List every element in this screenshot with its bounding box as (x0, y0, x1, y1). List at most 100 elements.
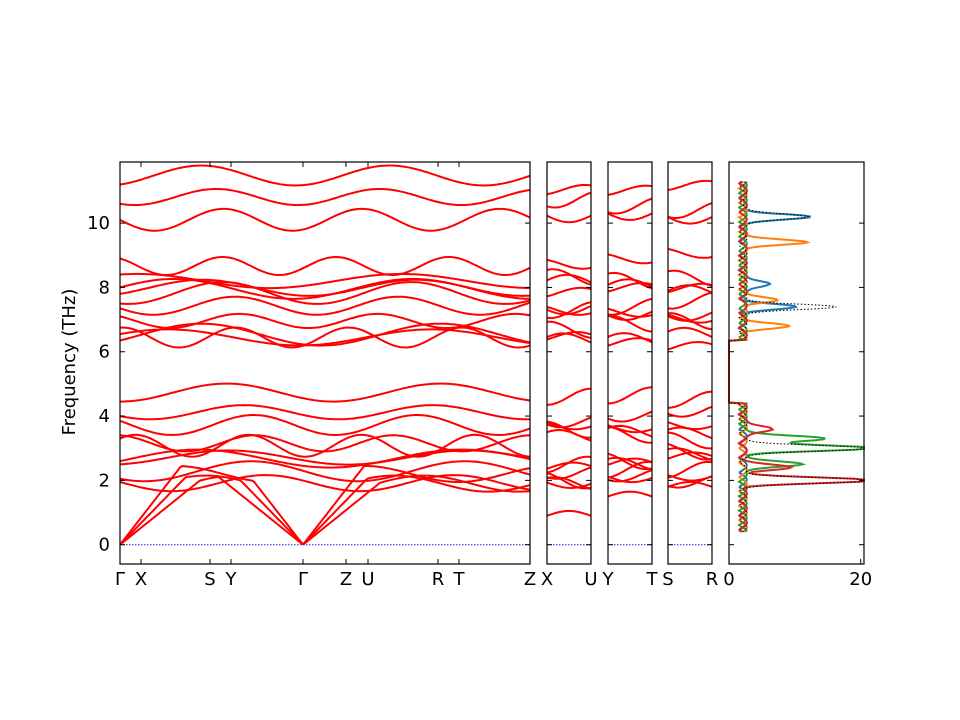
x-tick-label: Y (602, 569, 615, 590)
phonon-band-1 (546, 509, 592, 517)
dos-panel: 0 20 (723, 161, 872, 590)
phonon-band-24 (607, 197, 653, 215)
x-tick-label: Γ (298, 569, 308, 590)
phonon-band-20 (667, 284, 713, 294)
dos-x-tick-label: 0 (723, 569, 734, 590)
phonon-band-5 (119, 460, 531, 483)
phonon-band-20 (546, 273, 592, 284)
phonon-band-7 (607, 457, 653, 466)
phonon-band-7 (667, 451, 713, 460)
phonon-band-22 (119, 255, 531, 276)
phonon-band-10 (667, 421, 713, 431)
phonon-band-2 (607, 456, 653, 471)
dos-frame (728, 161, 865, 565)
phonon-band-21 (546, 268, 592, 286)
phonon-band-14 (546, 332, 592, 344)
phonon-band-18 (607, 297, 653, 316)
phonon-band-3 (607, 452, 653, 471)
phonon-band-25 (119, 164, 531, 187)
phonon-band-20 (607, 278, 653, 288)
panel-frame (667, 161, 713, 565)
phonon-band-22 (607, 253, 653, 265)
phonon-band-17 (607, 310, 653, 321)
panel-frame (119, 161, 531, 565)
phonon-band-18 (119, 281, 531, 305)
phonon-band-11 (667, 405, 713, 418)
y-tick-label: 2 (99, 470, 110, 491)
phonon-band-11 (607, 410, 653, 423)
phonon-band-21 (667, 269, 713, 287)
x-tick-label: Z (340, 569, 352, 590)
phonon-band-5 (667, 475, 713, 489)
panel-frame (607, 161, 653, 565)
phonon-band-24 (546, 191, 592, 209)
phonon-band-22 (667, 248, 713, 259)
y-tick-label: 10 (87, 213, 110, 234)
phonon-band-23 (607, 212, 653, 221)
y-axis-label: Frequency (THz) (59, 289, 80, 436)
y-tick-label: 4 (99, 406, 110, 427)
phonon-band-4 (546, 481, 592, 490)
phonon-band-2 (119, 474, 531, 546)
phonon-band-15 (119, 326, 531, 349)
phonon-band-10 (546, 421, 592, 431)
phonon-band-21 (119, 272, 531, 290)
x-tick-label: U (361, 569, 374, 590)
phonon-band-12 (120, 382, 531, 403)
phonon-band-19 (546, 286, 592, 298)
phonon-band-17 (119, 295, 531, 316)
phonon-band-6 (667, 460, 713, 479)
phonon-band-22 (546, 258, 592, 270)
y-tick-label: 8 (99, 277, 110, 298)
phonon-band-15 (546, 320, 592, 339)
phonon-band-8 (607, 424, 653, 438)
phonon-band-17 (546, 305, 592, 316)
phonon-band-3 (119, 464, 531, 546)
x-tick-label: Y (225, 569, 238, 590)
y-tick-label: 0 (99, 535, 110, 556)
x-tick-label: S (662, 569, 673, 590)
phonon-band-12 (546, 387, 592, 406)
phonon-band-25 (667, 179, 713, 191)
phonon-band-7 (119, 448, 531, 469)
phonon-band-20 (119, 277, 531, 300)
phonon-band-14 (119, 328, 531, 347)
x-tick-label: Z (524, 569, 536, 590)
phonon-band-2 (667, 447, 713, 462)
phonon-band-9 (667, 431, 713, 450)
phonon-band-11 (119, 404, 530, 421)
phonon-band-13 (546, 331, 592, 341)
phonon-band-24 (667, 202, 713, 220)
phonon-band-12 (608, 386, 652, 405)
panel-frame (546, 161, 592, 565)
phonon-band-23 (546, 214, 592, 224)
phonon-band-23 (667, 216, 713, 225)
phonon-band-3 (667, 443, 713, 461)
x-tick-label: X (541, 569, 553, 590)
phonon-band-1 (667, 481, 713, 488)
phonon-band-16 (119, 312, 531, 329)
phonon-band-10 (607, 424, 653, 434)
phonon-band-7 (546, 461, 592, 470)
dos-series-4 (728, 180, 865, 533)
phonon-band-1 (607, 490, 653, 498)
dos-x-tick-label: 20 (849, 569, 872, 590)
phonon-band-18 (667, 291, 713, 310)
phonon-band-18 (546, 301, 592, 320)
y-tick-label: 6 (99, 342, 110, 363)
phonon-band-12 (667, 390, 713, 409)
phonon-band-23 (119, 207, 531, 232)
x-tick-label: U (584, 569, 597, 590)
x-tick-label: R (706, 569, 719, 590)
x-tick-label: S (204, 569, 215, 590)
phonon-band-14 (607, 332, 653, 344)
x-tick-label: T (453, 569, 466, 590)
phonon-band-9 (119, 434, 531, 453)
phonon-band-6 (119, 449, 531, 466)
phonon-band-25 (607, 184, 653, 196)
